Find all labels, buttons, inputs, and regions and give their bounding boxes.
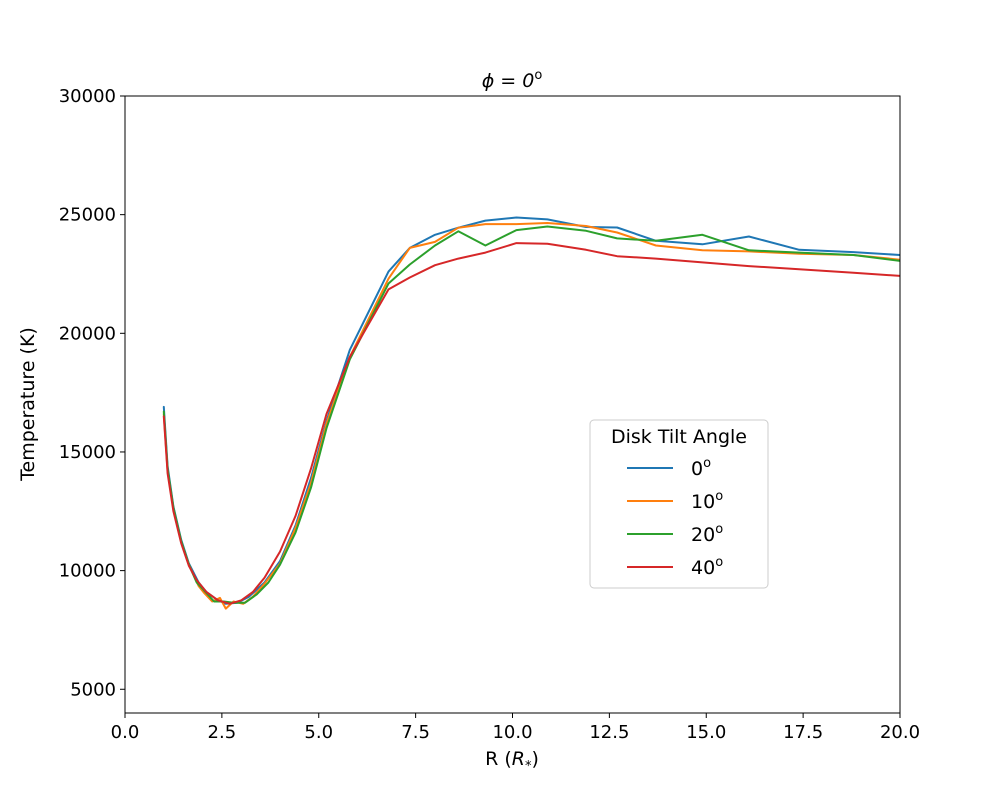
x-tick-label: 12.5 bbox=[589, 722, 629, 743]
chart-title: ϕ = 0o bbox=[482, 68, 543, 92]
series-line-20 bbox=[162, 225, 900, 604]
legend-label-40: 40o bbox=[691, 555, 723, 579]
legend-label-20: 20o bbox=[691, 522, 723, 546]
x-tick-label: 7.5 bbox=[401, 722, 430, 743]
y-tick-label: 25000 bbox=[59, 205, 116, 226]
y-tick-label: 20000 bbox=[59, 323, 116, 344]
x-tick-label: 2.5 bbox=[208, 722, 237, 743]
series-line-40 bbox=[162, 242, 900, 605]
legend-label-0: 0o bbox=[691, 456, 711, 480]
x-tick-label: 0.0 bbox=[111, 722, 140, 743]
legend-title: Disk Tilt Angle bbox=[611, 426, 747, 448]
x-axis: 0.0 2.5 5.0 7.5 10.0 12.5 15.0 17.5 20.0 bbox=[111, 713, 920, 743]
legend-box bbox=[589, 419, 769, 589]
x-tick-label: 20.0 bbox=[880, 722, 920, 743]
x-tick-label: 5.0 bbox=[304, 722, 333, 743]
y-tick-label: 5000 bbox=[70, 679, 116, 700]
x-axis-label: R (R*) bbox=[485, 748, 539, 774]
y-tick-label: 30000 bbox=[59, 86, 116, 107]
y-axis: 5000 10000 15000 20000 25000 30000 bbox=[59, 86, 125, 700]
x-tick-label: 17.5 bbox=[783, 722, 823, 743]
y-tick-label: 10000 bbox=[59, 561, 116, 582]
legend-label-10: 10o bbox=[691, 489, 723, 513]
x-tick-label: 10.0 bbox=[492, 722, 532, 743]
y-tick-label: 15000 bbox=[59, 442, 116, 463]
series-group bbox=[162, 216, 900, 610]
x-tick-label: 15.0 bbox=[686, 722, 726, 743]
y-axis-label: Temperature (K) bbox=[17, 327, 39, 482]
legend: Disk Tilt Angle 0o 10o 20o 40o bbox=[589, 419, 769, 589]
